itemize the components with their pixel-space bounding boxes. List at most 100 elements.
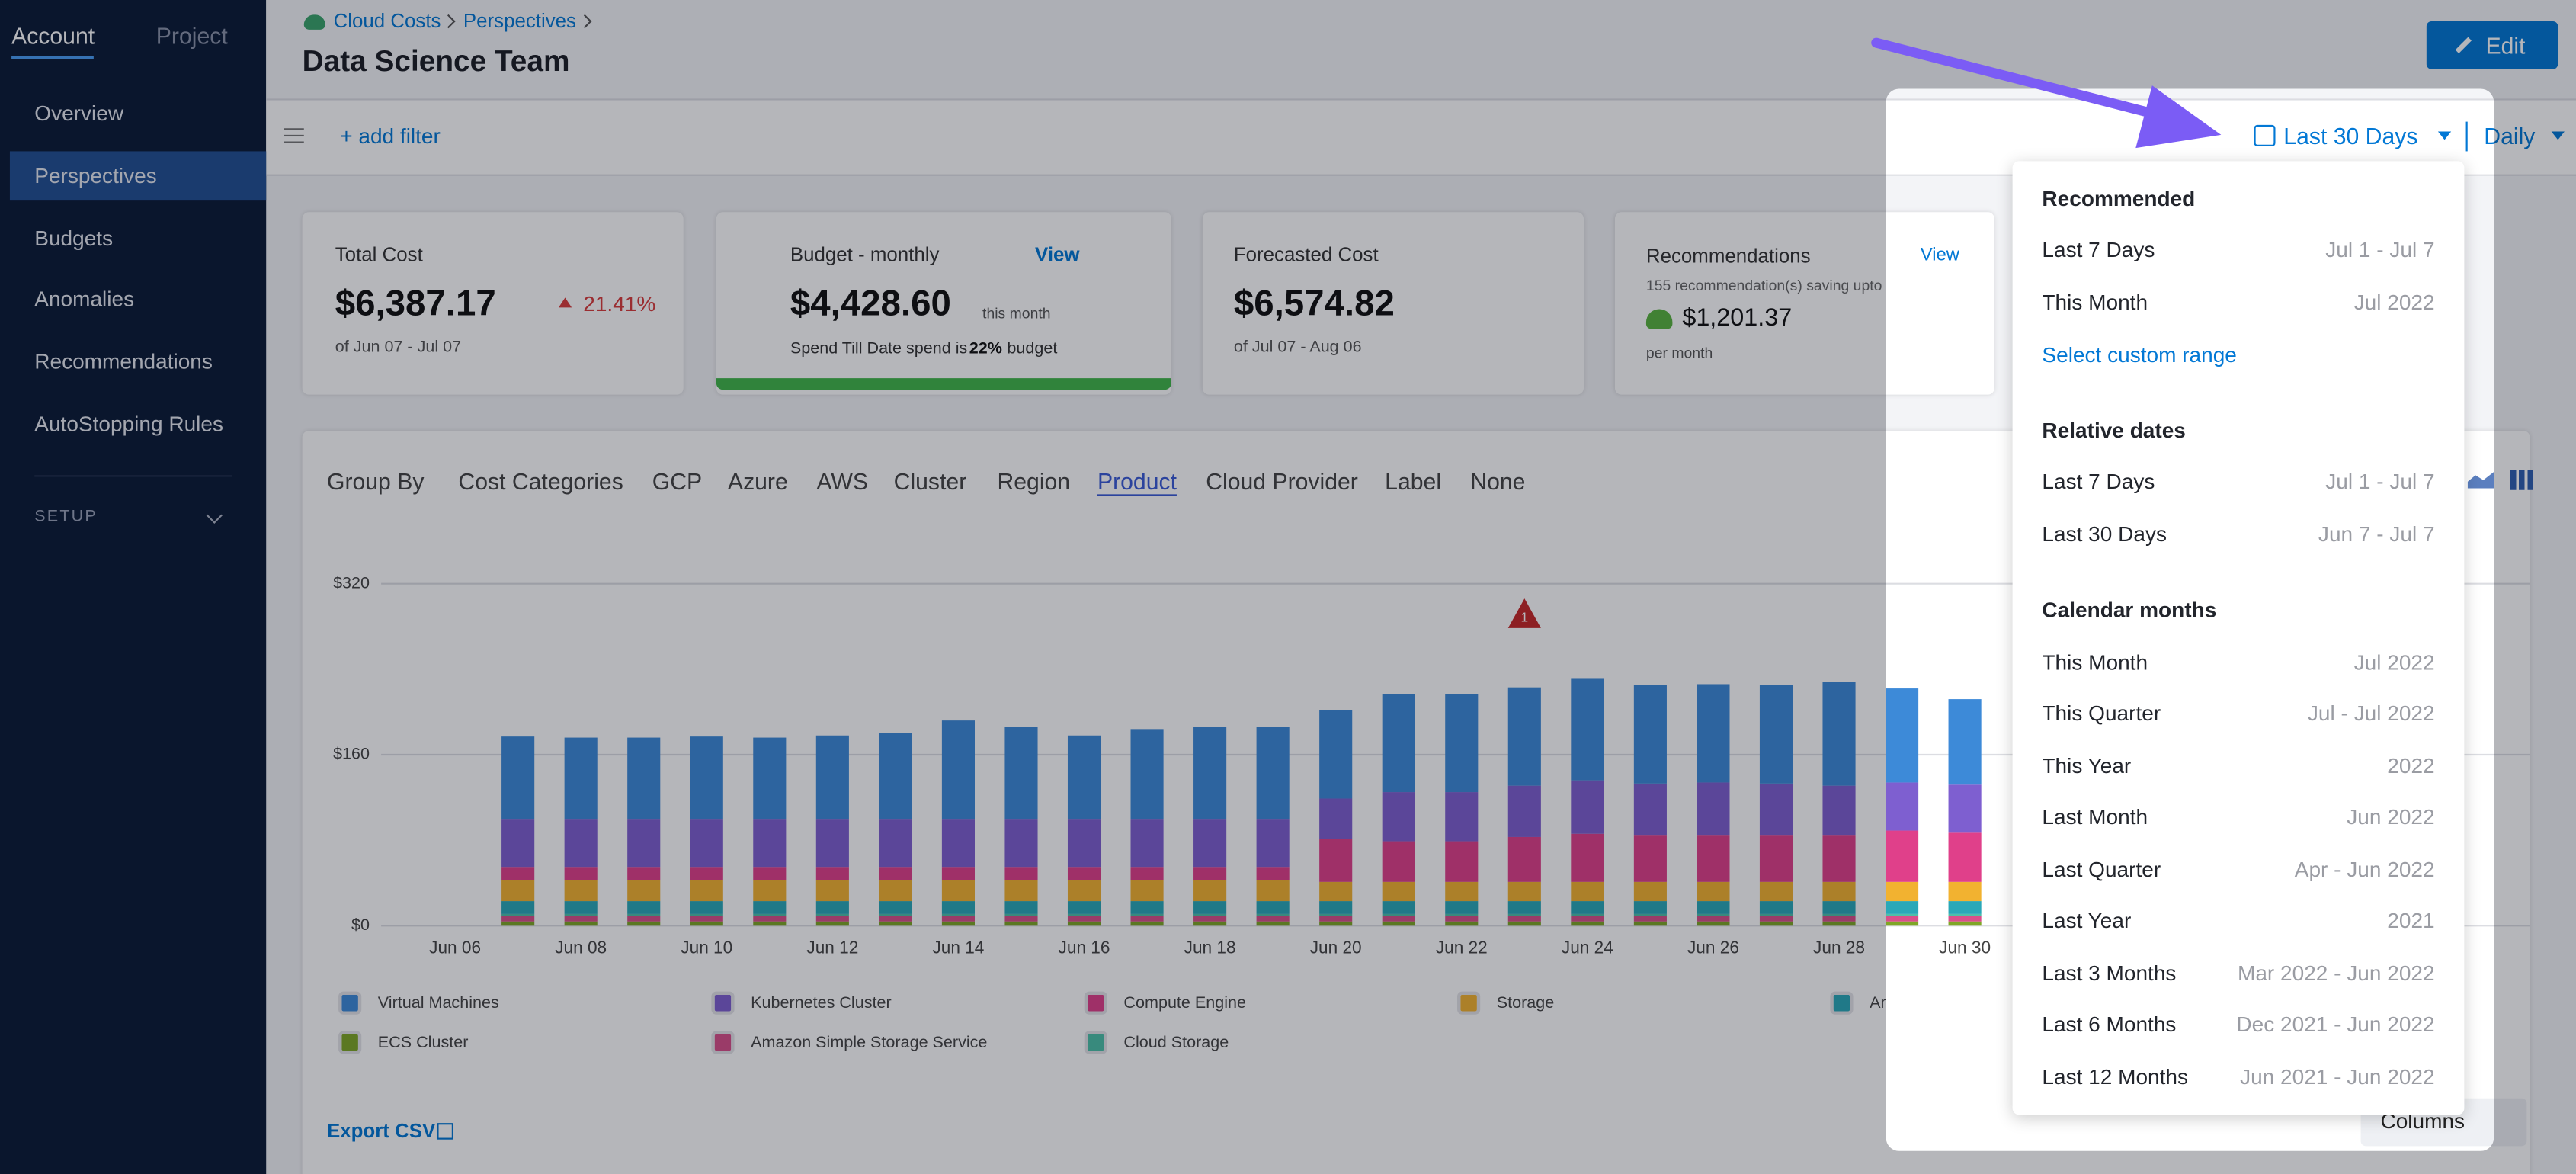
option-label[interactable]: Last Month — [2042, 804, 2148, 829]
option-range[interactable]: Jul 1 - Jul 7 — [2325, 469, 2435, 494]
page-title: Data Science Team — [302, 44, 570, 78]
option-label[interactable]: This Month — [2042, 290, 2148, 315]
group-by-option[interactable]: None — [1470, 467, 1526, 495]
option-range[interactable]: 2022 — [2387, 753, 2435, 778]
bar-segment — [1193, 727, 1227, 820]
group-by-option[interactable]: Azure — [727, 467, 788, 495]
group-by-option[interactable]: Cluster — [893, 467, 967, 495]
x-tick-label: Jun 10 — [681, 938, 732, 957]
bar-segment — [1004, 913, 1038, 916]
option-range[interactable]: Jun 2021 - Jun 2022 — [2240, 1063, 2435, 1089]
option-range[interactable]: Jul 2022 — [2353, 650, 2435, 675]
option-range[interactable]: Jul - Jul 2022 — [2307, 701, 2435, 726]
bar-segment — [501, 913, 535, 916]
bar-segment — [1319, 839, 1353, 882]
granularity[interactable]: Daily — [2484, 122, 2536, 149]
bar-segment — [1256, 913, 1290, 916]
option-range[interactable]: Jul 1 - Jul 7 — [2325, 237, 2435, 262]
tab[interactable]: Account — [11, 22, 95, 49]
group-by-option[interactable]: Cost Categories — [458, 467, 623, 495]
tab[interactable]: Project — [155, 22, 228, 49]
option-range[interactable]: 2021 — [2387, 908, 2435, 933]
legend-swatch — [1084, 1031, 1107, 1054]
card-title: Recommendations — [1645, 244, 1811, 268]
option-label[interactable]: Last 3 Months — [2042, 961, 2177, 986]
bar-segment — [1193, 901, 1227, 914]
option-label[interactable]: Last 7 Days — [2042, 469, 2155, 494]
breadcrumb[interactable]: Perspectives — [463, 9, 576, 33]
bar-segment — [879, 913, 912, 916]
group-by-option[interactable]: GCP — [652, 467, 703, 495]
bar-segment — [1822, 835, 1856, 882]
export-csv[interactable]: Export CSV — [326, 1119, 436, 1143]
bar-segment — [1319, 710, 1353, 799]
bar-segment — [1319, 913, 1353, 916]
legend-label: ECS Cluster — [377, 1034, 469, 1053]
option-label[interactable]: Last 7 Days — [2042, 237, 2155, 262]
card-sub: of Jun 07 - Jul 07 — [335, 338, 462, 358]
bar-segment — [1382, 841, 1415, 882]
card-link[interactable]: View — [1920, 245, 1959, 266]
group-by-option[interactable]: Region — [997, 467, 1071, 495]
bar-segment — [1130, 921, 1164, 926]
group-by-option[interactable]: Cloud Provider — [1206, 467, 1358, 495]
nav-item[interactable]: Overview — [34, 101, 124, 126]
bar-segment — [1067, 819, 1101, 868]
bar-segment — [690, 736, 723, 820]
edit-label[interactable]: Edit — [2485, 32, 2526, 59]
bar-segment — [1507, 687, 1541, 786]
option-range[interactable]: Jun 7 - Jul 7 — [2318, 521, 2435, 547]
bar-segment — [1948, 916, 1982, 922]
bar-segment — [1319, 881, 1353, 902]
nav-item[interactable]: Recommendations — [34, 349, 213, 374]
nav-item[interactable]: AutoStopping Rules — [34, 411, 223, 437]
nav-item[interactable]: Budgets — [34, 225, 114, 250]
option-range[interactable]: Apr - Jun 2022 — [2294, 857, 2435, 882]
legend-swatch — [1830, 991, 1854, 1015]
bar-segment — [941, 901, 975, 914]
option-label[interactable]: This Year — [2042, 753, 2132, 778]
bar-segment — [501, 736, 535, 820]
option-range[interactable]: Jul 2022 — [2353, 290, 2435, 315]
bar-segment — [627, 916, 661, 922]
nav-item[interactable]: Perspectives — [34, 162, 157, 188]
bar-segment — [879, 733, 912, 820]
option-label[interactable]: This Quarter — [2042, 701, 2161, 726]
legend-label: Compute Engine — [1123, 994, 1247, 1013]
add-filter[interactable]: + add filter — [340, 123, 441, 149]
bar-segment — [1004, 727, 1038, 820]
option-range[interactable]: Mar 2022 - Jun 2022 — [2238, 961, 2435, 986]
bar-segment — [1633, 685, 1667, 784]
caret — [2551, 131, 2565, 140]
option-label[interactable]: Last 30 Days — [2042, 521, 2167, 547]
bar-segment — [1822, 916, 1856, 922]
bar-segment — [1067, 913, 1101, 916]
custom-range-link[interactable]: Select custom range — [2042, 342, 2237, 367]
option-label[interactable]: Last 12 Months — [2042, 1063, 2189, 1089]
option-range[interactable]: Dec 2021 - Jun 2022 — [2236, 1011, 2435, 1037]
bar-segment — [564, 867, 598, 880]
card-sub: Spend Till Date spend is — [790, 340, 968, 359]
edit-button[interactable] — [2426, 21, 2558, 69]
breadcrumb[interactable]: Cloud Costs — [333, 9, 441, 33]
card-link[interactable]: View — [1035, 242, 1080, 266]
nav-item[interactable]: Anomalies — [34, 287, 135, 312]
option-label[interactable]: Last Quarter — [2042, 857, 2161, 882]
bar-segment — [1886, 913, 1919, 916]
bar-segment — [1697, 901, 1730, 914]
bar-segment — [1507, 785, 1541, 837]
bar-segment — [941, 720, 975, 820]
option-label[interactable]: Last Year — [2042, 908, 2132, 933]
trend-up — [558, 297, 572, 308]
bar-segment — [564, 819, 598, 868]
option-label[interactable]: Last 6 Months — [2042, 1011, 2177, 1037]
option-label[interactable]: This Month — [2042, 650, 2148, 675]
group-by-option[interactable]: Label — [1385, 467, 1442, 495]
date-range[interactable]: Last 30 Days — [2283, 122, 2418, 149]
option-range[interactable]: Jun 2022 — [2347, 804, 2435, 829]
section-heading: Calendar months — [2042, 597, 2217, 622]
group-by-option[interactable]: Product — [1097, 467, 1177, 495]
bar-segment — [879, 916, 912, 922]
group-by-option[interactable]: AWS — [816, 467, 868, 495]
